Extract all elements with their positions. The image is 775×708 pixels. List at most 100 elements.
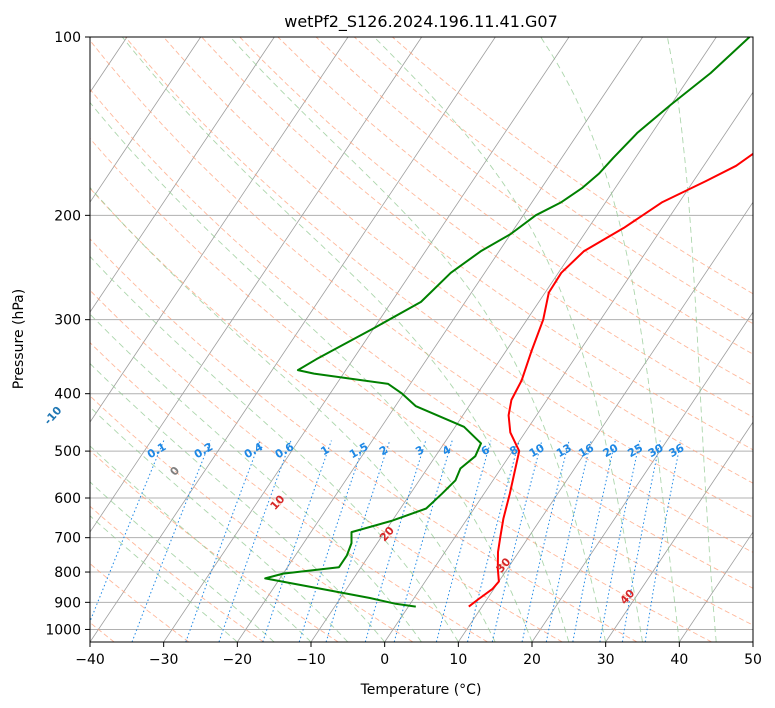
dry-adiabat-label: -10 <box>41 404 64 428</box>
y-tick-label: 300 <box>54 313 81 329</box>
mixing-ratio-line <box>90 440 165 623</box>
mixing-ratio-label: 0.2 <box>192 440 215 461</box>
dry-adiabat-line <box>239 37 753 418</box>
moist-adiabat-line <box>666 37 717 642</box>
dry-adiabat-line <box>90 238 638 642</box>
isotherm-line <box>384 91 753 642</box>
mixing-ratio-label: 4 <box>440 443 453 458</box>
dry-adiabat-label: 0 <box>167 464 182 479</box>
y-tick-label: 1000 <box>45 622 81 638</box>
chart-title: wetPf2_S126.2024.196.11.41.G07 <box>284 12 558 32</box>
y-tick-label: 500 <box>54 444 81 460</box>
x-axis-label: Temperature (°C) <box>360 682 482 698</box>
moist-adiabat-line <box>90 362 386 642</box>
mixing-ratio-line <box>325 440 391 642</box>
dry-adiabat-label: 40 <box>617 587 637 607</box>
dry-adiabat-line <box>201 37 753 451</box>
x-tick-label: 30 <box>597 652 615 668</box>
isotherm-line <box>90 37 275 313</box>
dry-adiabat-line <box>163 37 753 484</box>
dry-adiabat-line <box>353 37 753 325</box>
mixing-ratio-label: 0.1 <box>145 440 168 461</box>
mixing-ratio-line <box>467 440 520 642</box>
mixing-ratio-line <box>393 440 453 642</box>
dry-adiabat-line <box>124 37 753 518</box>
x-tick-label: 40 <box>670 652 688 668</box>
moist-adiabat-line <box>90 406 349 642</box>
x-tick-label: 20 <box>523 652 541 668</box>
plot-frame <box>89 36 754 643</box>
dry-adiabat-label: 20 <box>377 524 397 544</box>
mixing-ratio-label: 0.6 <box>273 440 297 461</box>
dry-adiabat-line <box>90 341 488 642</box>
mixing-ratio-line <box>218 440 292 642</box>
mixing-ratio-line <box>621 440 661 642</box>
mixing-ratio-label: 16 <box>576 441 596 460</box>
moist-adiabat-line <box>90 186 496 642</box>
moist-adiabat-line <box>90 515 238 642</box>
dry-adiabat-label: 10 <box>268 492 288 512</box>
mixing-ratio-label: 1.5 <box>347 440 370 461</box>
isotherm-line <box>605 421 753 642</box>
temperature-profile <box>468 152 753 608</box>
mixing-ratio-line <box>599 440 641 642</box>
mixing-ratio-label: 36 <box>667 441 687 460</box>
y-tick-label: 400 <box>54 387 81 403</box>
mixing-ratio-line <box>545 440 592 642</box>
mixing-ratio-line <box>491 440 543 642</box>
dry-adiabat-line <box>315 37 753 355</box>
y-tick-label: 200 <box>54 208 81 224</box>
isotherm-line <box>458 201 753 642</box>
isotherm-line <box>679 531 753 642</box>
mixing-ratio-line <box>185 440 261 642</box>
isotherm-line <box>90 37 349 423</box>
dry-adiabat-line <box>90 39 753 553</box>
isotherm-line <box>90 37 496 642</box>
dry-adiabat-line <box>90 395 414 642</box>
x-tick-label: −10 <box>296 652 326 668</box>
mixing-ratio-line <box>364 440 427 642</box>
moist-adiabat-line <box>90 445 312 642</box>
mixing-ratio-line <box>435 440 492 642</box>
isotherm-line <box>531 311 753 642</box>
dry-adiabat-line <box>90 289 563 642</box>
dry-adiabat-line <box>90 187 712 642</box>
moist-adiabat-line <box>90 481 275 642</box>
mixing-ratio-line <box>572 440 616 642</box>
mixing-ratio-line <box>521 440 570 642</box>
dry-adiabat-line <box>90 563 190 642</box>
y-tick-label: 900 <box>54 595 81 611</box>
moist-adiabat-line <box>90 101 533 642</box>
isotherm-line <box>752 641 753 642</box>
dry-adiabat-line <box>90 88 753 589</box>
mixing-ratio-label: 25 <box>625 441 645 460</box>
x-tick-label: 50 <box>744 652 762 668</box>
isotherm-line <box>237 37 644 642</box>
mixing-ratio-line <box>262 440 332 642</box>
y-tick-label: 800 <box>54 565 81 581</box>
dry-adiabat-line <box>392 37 753 295</box>
dry-adiabat-line <box>90 137 753 626</box>
mixing-ratio-label: 20 <box>601 441 621 460</box>
isotherm-line <box>163 37 570 642</box>
mixing-ratio-line <box>644 440 682 642</box>
x-tick-label: 10 <box>449 652 467 668</box>
moist-adiabat-line <box>90 255 459 642</box>
mixing-ratio-label: 13 <box>554 441 574 460</box>
isotherm-line <box>90 37 202 203</box>
isotherm-line <box>310 37 717 642</box>
y-axis-label: Pressure (hPa) <box>11 289 27 389</box>
dewpoint-profile <box>264 37 751 608</box>
moist-adiabat-line <box>540 37 680 642</box>
moist-adiabat-line <box>229 37 607 642</box>
y-tick-label: 600 <box>54 491 81 507</box>
y-tick-label: 100 <box>54 30 81 46</box>
mixing-ratio-label: 10 <box>527 441 547 460</box>
isotherm-line <box>90 37 423 533</box>
x-tick-label: −40 <box>75 652 105 668</box>
y-tick-label: 700 <box>54 531 81 547</box>
x-tick-label: −30 <box>149 652 179 668</box>
x-tick-label: −20 <box>223 652 253 668</box>
moist-adiabat-line <box>90 313 422 642</box>
